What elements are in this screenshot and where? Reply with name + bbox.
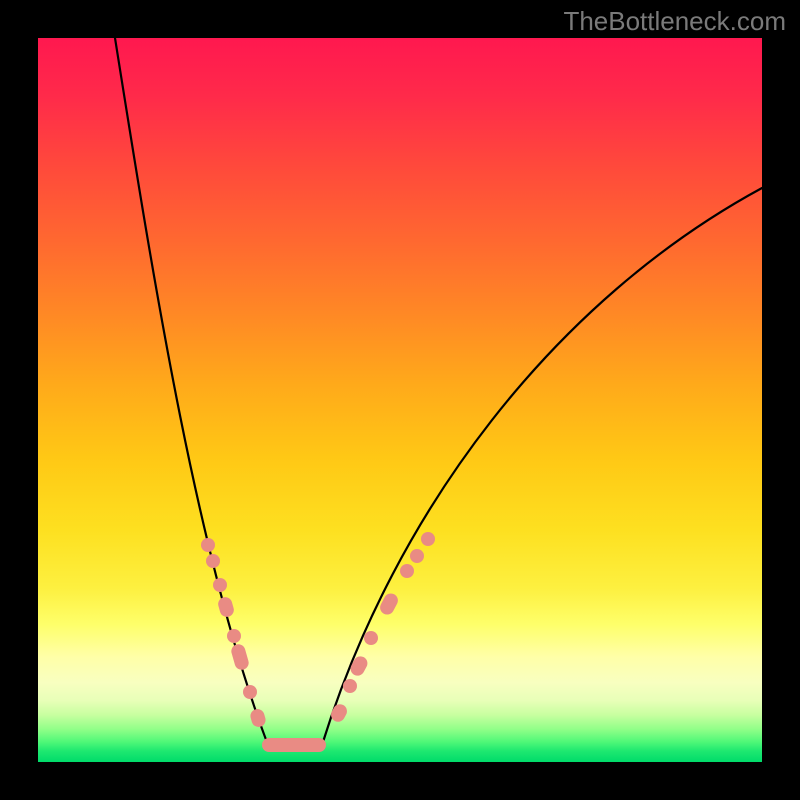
watermark-text: TheBottleneck.com <box>563 6 786 37</box>
bottleneck-chart <box>0 0 800 800</box>
chart-root: TheBottleneck.com <box>0 0 800 800</box>
